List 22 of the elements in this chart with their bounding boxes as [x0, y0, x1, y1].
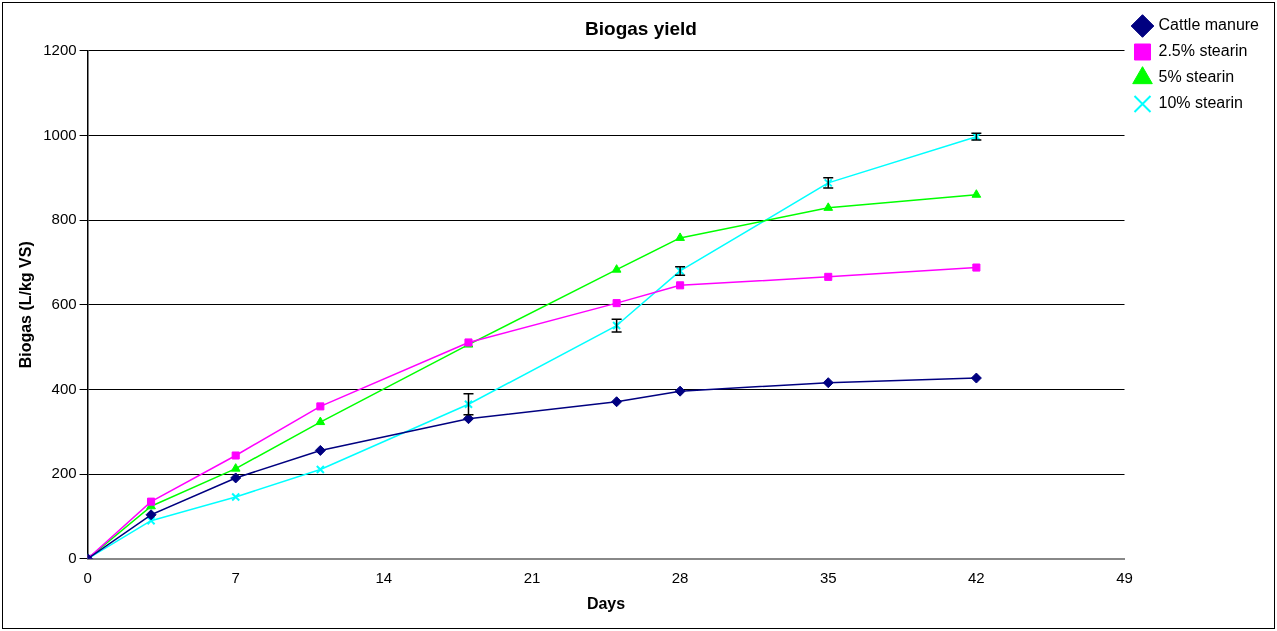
x-tick-label: 21	[523, 568, 541, 586]
legend-label: Cattle manure	[1158, 16, 1260, 34]
y-axis-title: Biogas (L/kg VS)	[17, 241, 35, 369]
x-tick-label: 14	[375, 568, 393, 586]
legend-label: 2.5% stearin	[1158, 42, 1248, 60]
y-tick-label: 1000	[43, 125, 77, 143]
y-tick-label: 400	[51, 379, 77, 397]
x-tick-label: 35	[819, 568, 837, 586]
legend-label: 10% stearin	[1158, 94, 1244, 112]
legend-label: 5% stearin	[1158, 68, 1235, 86]
x-tick-label: 0	[83, 568, 92, 586]
x-axis-title: Days	[586, 594, 626, 612]
x-tick-label: 28	[671, 568, 689, 586]
x-tick-label: 42	[968, 568, 985, 586]
y-tick-label: 200	[51, 464, 77, 482]
y-tick-label: 0	[68, 548, 77, 566]
y-tick-label: 600	[51, 294, 77, 312]
y-tick-label: 1200	[43, 40, 77, 58]
y-tick-label: 800	[51, 210, 77, 228]
x-tick-label: 7	[231, 568, 240, 586]
chart-title: Biogas yield	[585, 17, 697, 39]
x-tick-label: 49	[1116, 568, 1133, 586]
